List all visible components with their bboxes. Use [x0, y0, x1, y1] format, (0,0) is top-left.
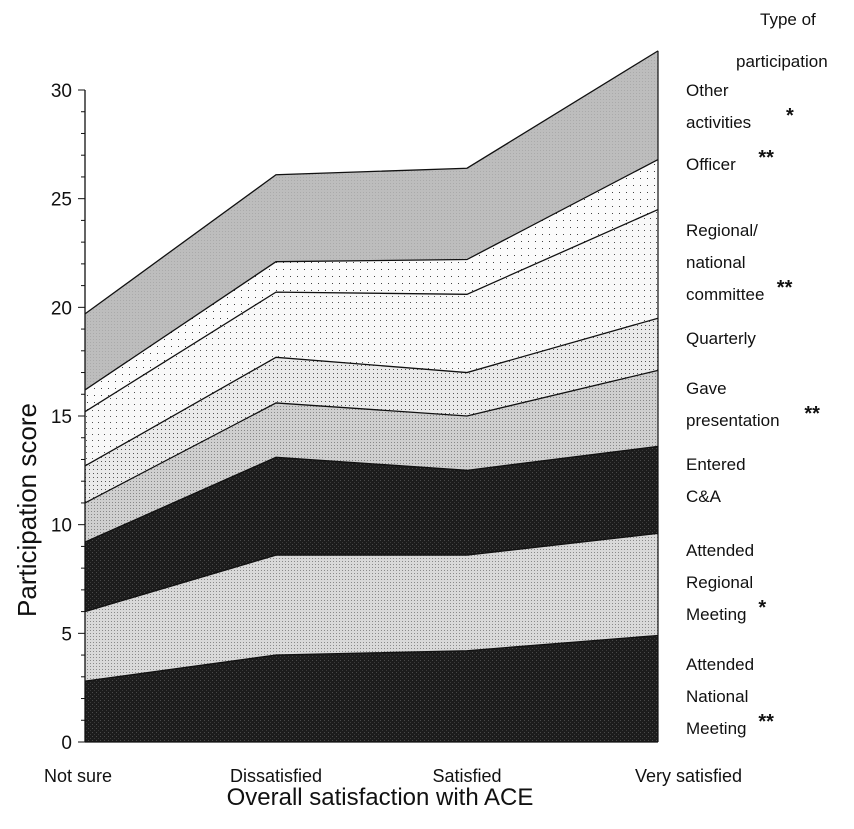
legend-label: activities: [686, 113, 751, 132]
legend-title-line-1: Type of: [760, 10, 816, 29]
significance-marker: *: [758, 597, 766, 619]
legend-label: committee: [686, 285, 764, 304]
series-boundary-line: [84, 445, 659, 543]
area-officer: [85, 159, 658, 412]
area-attended-regional-meeting: [85, 533, 658, 682]
x-tick-label: Very satisfied: [635, 766, 742, 786]
legend-label: Entered: [686, 455, 746, 474]
x-tick-label: Not sure: [44, 766, 112, 786]
y-tick-label: 30: [51, 81, 72, 102]
legend-label: Attended: [686, 541, 754, 560]
area-entered-c-a: [85, 446, 658, 612]
legend-label: presentation: [686, 411, 780, 430]
legend-label: Other: [686, 81, 729, 100]
legend-label: National: [686, 687, 748, 706]
legend-label: Meeting: [686, 719, 746, 738]
y-tick-label: 25: [51, 190, 72, 211]
x-tick-label: Dissatisfied: [230, 766, 322, 786]
significance-marker: *: [786, 105, 794, 127]
area-gave-presentation: [85, 370, 658, 543]
legend-label: national: [686, 253, 746, 272]
series-boundary-line: [84, 208, 659, 413]
legend-label: Officer: [686, 155, 736, 174]
legend-label: Regional/: [686, 221, 758, 240]
series-boundary-line: [84, 158, 659, 391]
y-tick-label: 5: [61, 624, 72, 645]
y-tick-label: 10: [51, 516, 72, 537]
series-boundary-line: [84, 317, 659, 467]
y-axis-label: Participation score: [12, 403, 42, 617]
legend-label: Quarterly: [686, 329, 756, 348]
x-axis-label: Overall satisfaction with ACE: [227, 784, 534, 811]
significance-marker: **: [804, 403, 820, 425]
axes: 0 5 10 15 20 25 30 Not sure Dissatisfied Satisfie…: [44, 81, 742, 786]
x-tick-label: Satisfied: [432, 766, 501, 786]
area-quarterly: [85, 318, 658, 503]
area-layers: [84, 50, 659, 742]
legend-label: Attended: [686, 655, 754, 674]
series-boundary-line: [84, 634, 659, 682]
series-boundary-line: [84, 532, 659, 613]
legend-label: C&A: [686, 487, 722, 506]
significance-marker: **: [758, 147, 774, 169]
significance-marker: **: [777, 277, 793, 299]
area-other-activities: [85, 50, 658, 390]
y-tick-label: 0: [61, 733, 72, 754]
legend-label: Gave: [686, 379, 727, 398]
legend-label: Meeting: [686, 605, 746, 624]
significance-marker: **: [758, 711, 774, 733]
legend-title-line-2: participation: [736, 52, 828, 71]
y-tick-label: 15: [51, 407, 72, 428]
series-boundary-line: [84, 50, 659, 315]
legend-label: Regional: [686, 573, 753, 592]
y-tick-label: 20: [51, 298, 72, 319]
series-boundary-line: [84, 369, 659, 504]
